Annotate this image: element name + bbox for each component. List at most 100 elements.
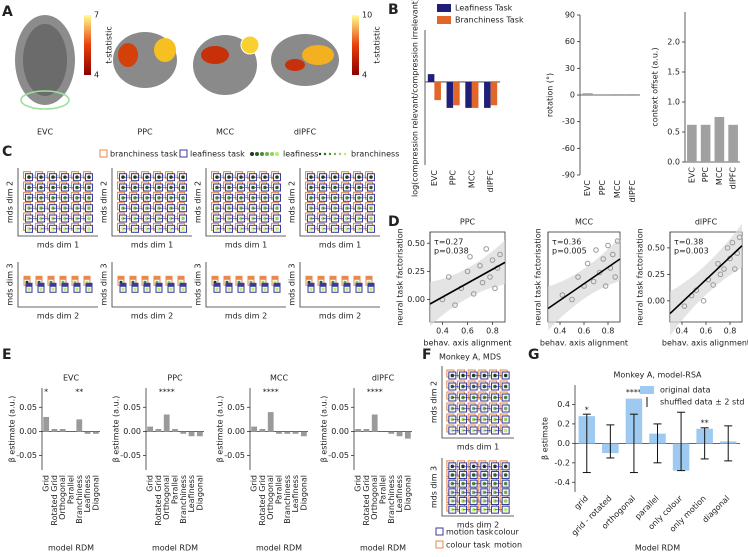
bar xyxy=(355,429,362,432)
axis-label: mds dim 1 xyxy=(131,241,173,250)
point xyxy=(464,268,471,275)
annotation: τ=0.27 xyxy=(434,238,463,247)
y-tick-label: 0.05 xyxy=(19,403,37,412)
x-tick-label: Branchiness xyxy=(387,475,396,524)
point xyxy=(590,278,597,285)
legend-dot xyxy=(333,152,337,156)
mds-dot xyxy=(503,417,508,422)
y-tick-label: 0.00 xyxy=(123,427,141,436)
region-label: MCC xyxy=(216,128,234,137)
x-tick-label: Rotated Grid xyxy=(258,475,267,526)
chart-title: Monkey A, model-RSA xyxy=(613,371,702,380)
bar xyxy=(446,81,454,108)
point xyxy=(470,291,477,297)
point xyxy=(492,285,498,292)
annotation: τ=0.36 xyxy=(552,238,581,247)
y-tick-label: 0.2 xyxy=(557,419,570,428)
mds-dot xyxy=(87,287,91,291)
mds-dot xyxy=(181,227,185,231)
bar xyxy=(76,419,83,432)
legend-dot xyxy=(343,152,347,156)
chart-title: PPC xyxy=(167,374,183,383)
y-tick-label: 0.25 xyxy=(407,267,425,276)
colorbar-label: t-statistic xyxy=(105,26,114,64)
bar xyxy=(700,124,711,162)
y-tick-label: -0.05 xyxy=(16,451,37,460)
legend-dot xyxy=(323,152,327,156)
y-axis-label: β estimate (a.u.) xyxy=(8,396,17,463)
x-tick-label: Leafiness xyxy=(291,475,300,513)
x-tick-label: 0.6 xyxy=(700,327,713,336)
x-tick-label: 0.6 xyxy=(461,327,474,336)
x-tick-label: EVC xyxy=(687,167,696,184)
mds-dot xyxy=(87,216,91,221)
mds-dot xyxy=(275,287,279,291)
y-axis-label: neural task factorisation xyxy=(396,228,405,325)
bar xyxy=(471,81,479,108)
y-tick-label: -0.4 xyxy=(554,478,570,487)
x-tick-label: Grid xyxy=(354,475,363,492)
bar xyxy=(188,431,195,437)
x-tick-label: 0.4 xyxy=(436,327,449,336)
point xyxy=(710,282,717,288)
mds-dot xyxy=(503,464,508,469)
mds-dot xyxy=(275,185,279,190)
mds-axes xyxy=(111,168,192,237)
y-axis-label: β estimate xyxy=(541,417,550,460)
y-tick-label: 60 xyxy=(565,37,575,46)
bar xyxy=(196,431,203,437)
point xyxy=(681,303,688,309)
y-tick-label: 0.50 xyxy=(647,243,665,252)
axis-label: mds dim 2 xyxy=(6,181,15,223)
mds-dot xyxy=(51,287,55,291)
x-tick-label: Branchiness xyxy=(179,475,188,524)
mds-dot xyxy=(503,395,508,400)
x-tick-label: Grid xyxy=(146,475,155,492)
mds-axes xyxy=(205,262,286,308)
x-tick-label: dlPFC xyxy=(486,170,495,193)
axis-label: mds dim 2 xyxy=(225,312,267,321)
significance: * xyxy=(585,406,589,415)
x-tick-label: MCC xyxy=(715,167,724,185)
point xyxy=(596,269,603,276)
mds-dot xyxy=(227,287,231,291)
x-tick-label: dlPFC xyxy=(628,180,637,203)
mds-dot xyxy=(345,287,349,291)
mds-dot xyxy=(263,287,267,291)
significance: **** xyxy=(159,388,175,397)
legend-dot xyxy=(338,152,342,156)
y-tick-label: -0.05 xyxy=(328,451,349,460)
legend-swatch xyxy=(435,540,444,549)
x-tick-label: Rotated Grid xyxy=(154,475,163,526)
mds-dot xyxy=(369,175,373,179)
y-tick-label: 0.00 xyxy=(331,427,349,436)
point xyxy=(736,234,743,241)
mds-dot xyxy=(133,287,137,291)
mds-dot xyxy=(275,216,279,221)
point xyxy=(497,251,503,258)
axis-label: mds dim 1 xyxy=(319,241,361,250)
region-label: PPC xyxy=(137,128,153,137)
axis-label: mds dim 2 xyxy=(37,312,79,321)
mds-dot xyxy=(503,481,508,486)
legend-label: original data xyxy=(660,386,711,395)
point xyxy=(452,302,458,308)
mds-dot xyxy=(369,216,373,221)
mds-dot xyxy=(369,287,373,291)
x-axis-label: Model RDM xyxy=(635,544,680,553)
point xyxy=(721,266,727,272)
x-tick-label: MCC xyxy=(613,180,622,198)
mds-dot xyxy=(181,185,185,190)
legend-dot xyxy=(328,152,332,156)
x-tick-label: Rotated Grid xyxy=(362,475,371,526)
mds-dot xyxy=(275,227,279,231)
point xyxy=(593,247,599,253)
y-tick-label: 0.0 xyxy=(557,439,570,448)
bar xyxy=(43,416,50,432)
x-tick-label: Branchiness xyxy=(75,475,84,524)
mds-dot xyxy=(157,287,161,291)
chart-title: dlPFC xyxy=(372,374,395,383)
x-axis-label: model RDM xyxy=(48,544,94,553)
x-axis-label: behav. axis alignment xyxy=(423,339,511,348)
bar xyxy=(276,431,282,434)
